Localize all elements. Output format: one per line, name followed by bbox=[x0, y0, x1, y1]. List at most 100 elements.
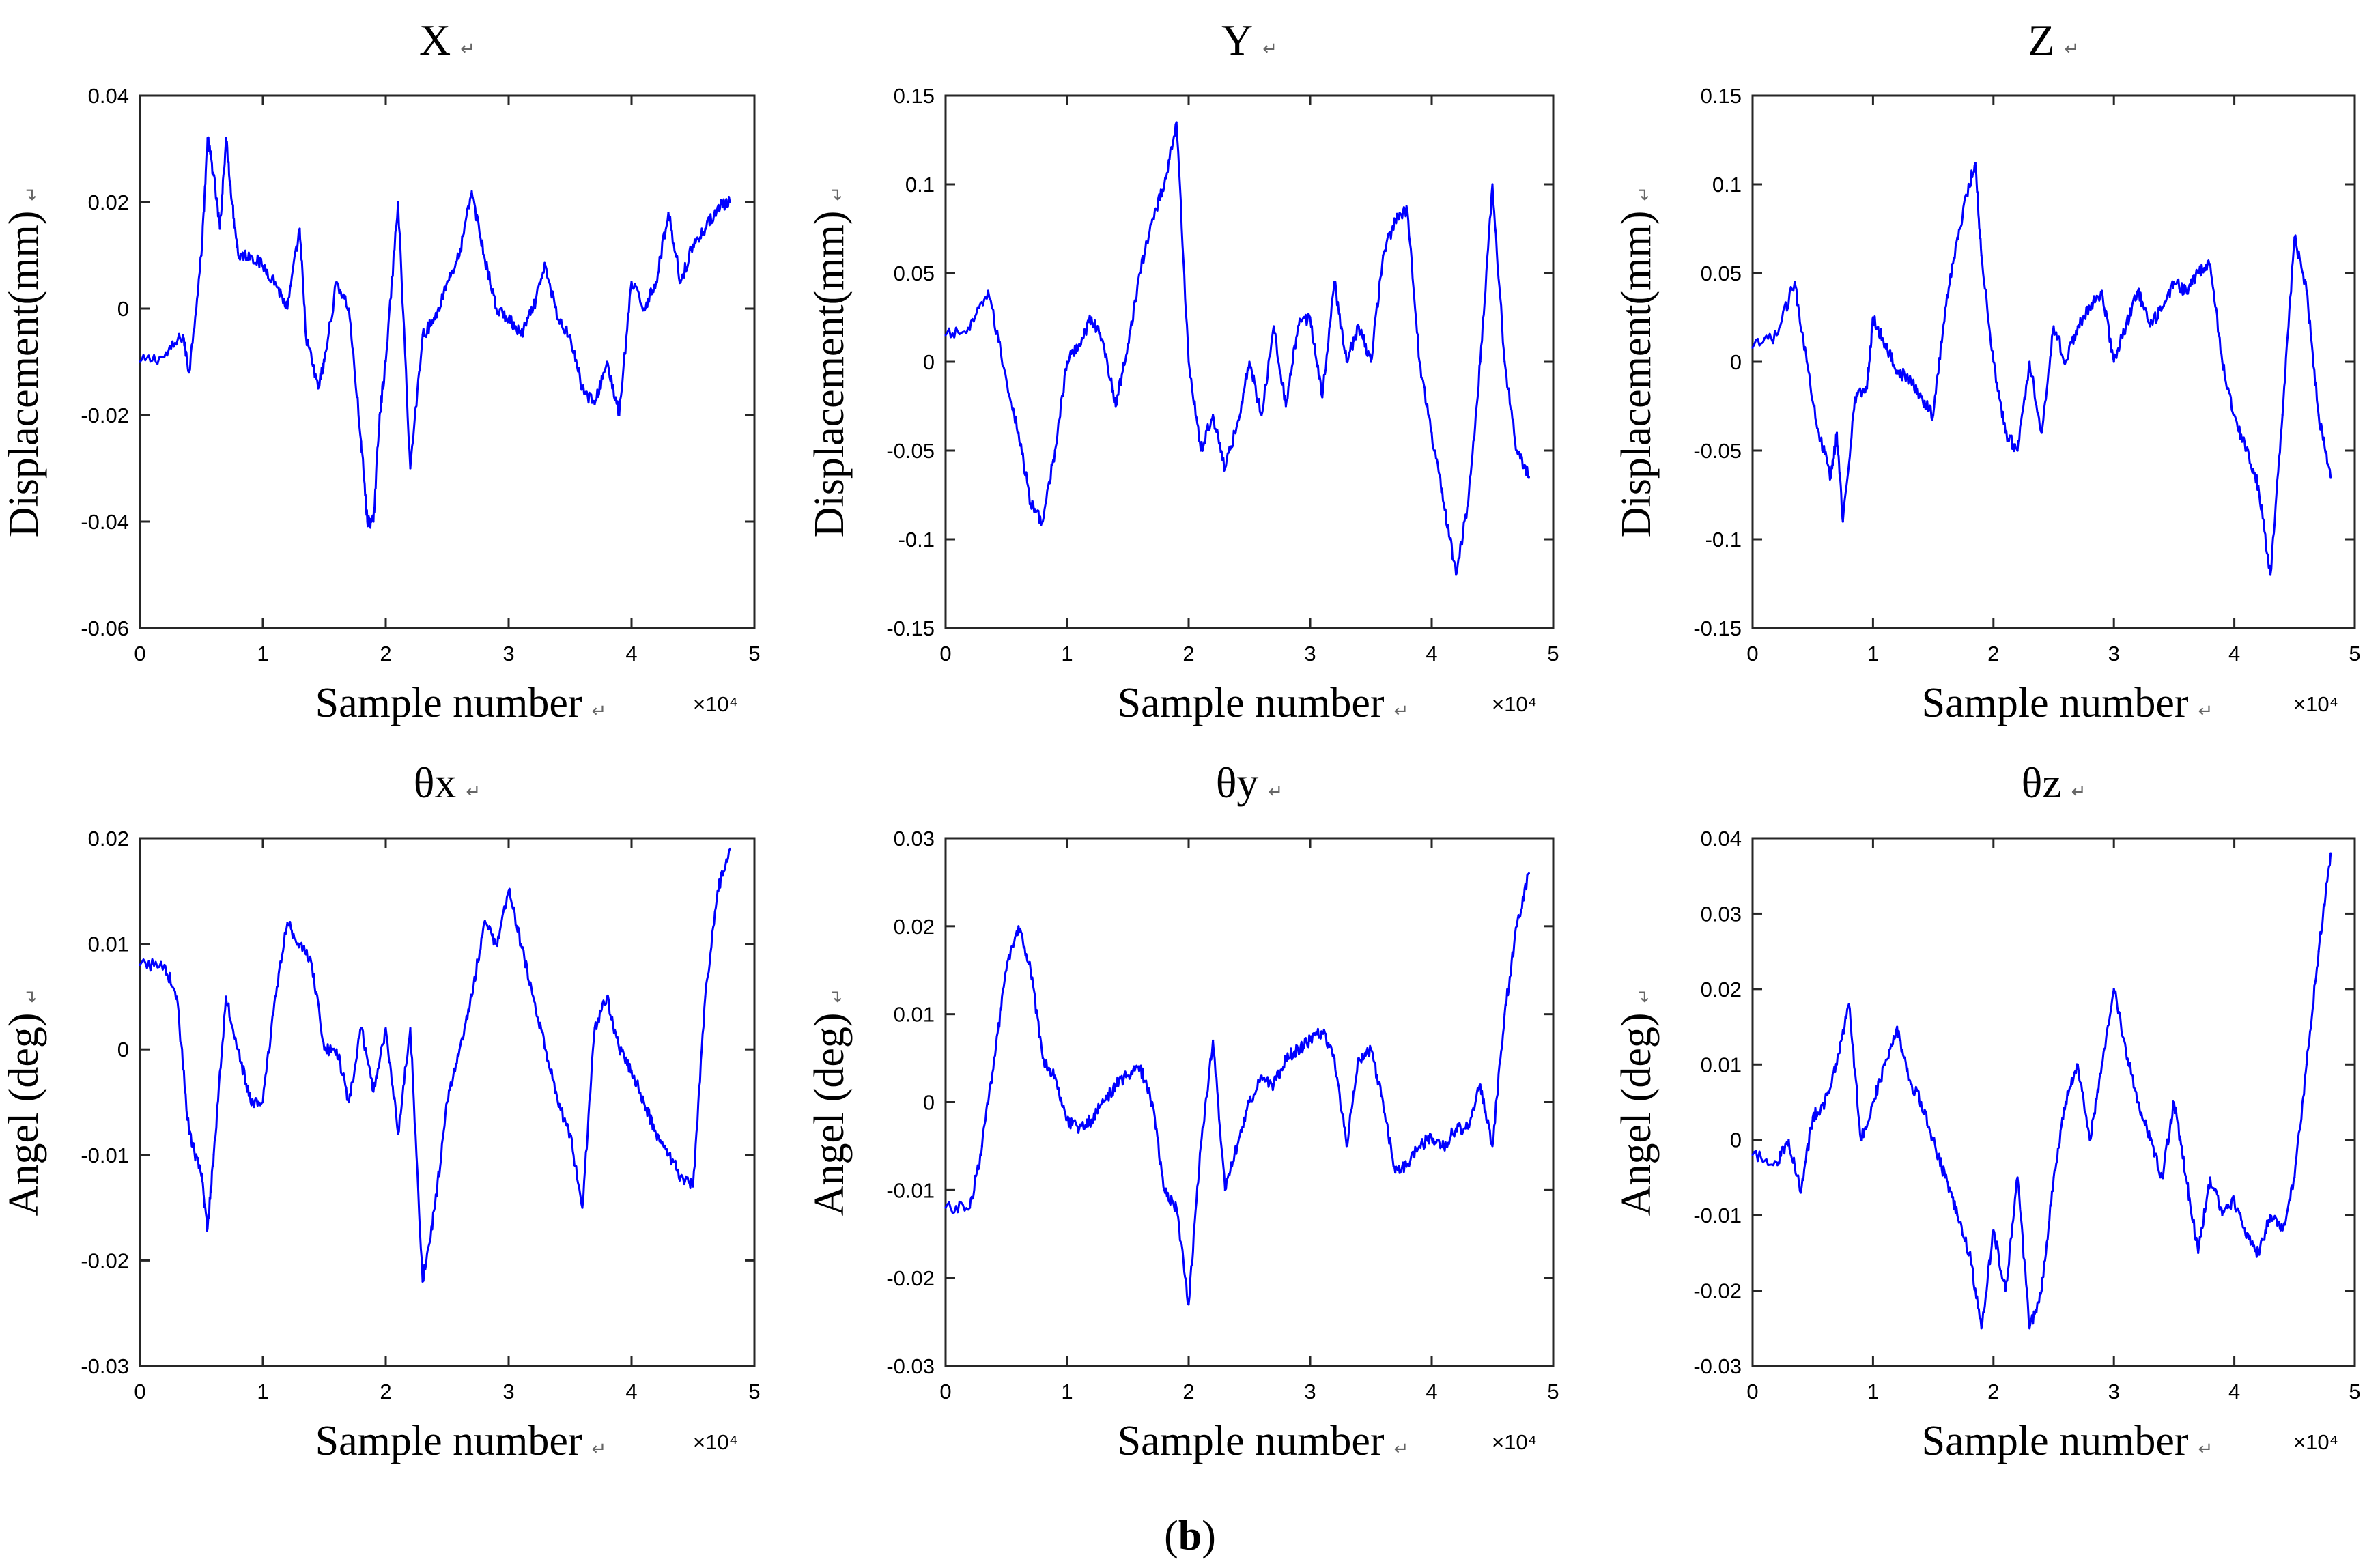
data-point bbox=[1968, 183, 1971, 186]
y-tick-label: -0.03 bbox=[1693, 1354, 1742, 1378]
data-point bbox=[2172, 1100, 2175, 1104]
data-point bbox=[1017, 925, 1020, 928]
data-point bbox=[1799, 1191, 1802, 1194]
data-point bbox=[1163, 1188, 1165, 1191]
x-tick-label: 4 bbox=[625, 1380, 637, 1404]
data-point bbox=[1516, 925, 1518, 928]
y-tick-label: 0 bbox=[1730, 1128, 1742, 1152]
data-point bbox=[655, 281, 657, 283]
data-point bbox=[618, 1048, 621, 1051]
data-point bbox=[1090, 316, 1093, 319]
data-point bbox=[642, 1100, 645, 1104]
data-point bbox=[1805, 360, 1808, 363]
chart-panel-3: 0 1 2 3 4 5 -0.15 -0.1 -0.05 0 0.05 0.1 0.15 Z ↵ Sample… bbox=[1613, 16, 2361, 726]
data-point bbox=[2317, 414, 2320, 416]
x-tick-label: 1 bbox=[1061, 1380, 1073, 1404]
chart-title: θz ↵ bbox=[2022, 758, 2086, 807]
data-point bbox=[1017, 431, 1020, 434]
series-line bbox=[139, 136, 731, 529]
x-axis-multiplier: ×10⁴ bbox=[2293, 692, 2338, 716]
data-point bbox=[1151, 1100, 1154, 1104]
x-axis-label: Sample number ↵ bbox=[1118, 1418, 1409, 1464]
chart-title: X ↵ bbox=[419, 16, 475, 64]
data-point bbox=[704, 995, 707, 998]
data-point bbox=[2076, 1063, 2079, 1066]
data-point bbox=[1920, 1100, 1923, 1104]
data-point bbox=[163, 963, 166, 967]
chart-panel-6: 0 1 2 3 4 5 -0.03 -0.02 -0.01 0 0.01 0.02 0.03 0.04 θz… bbox=[1613, 758, 2361, 1464]
data-point bbox=[1835, 1063, 1839, 1066]
data-point bbox=[200, 1175, 203, 1178]
data-point bbox=[581, 387, 584, 390]
data-point bbox=[544, 1048, 547, 1051]
y-tick-label: 0.05 bbox=[1701, 261, 1742, 285]
data-point bbox=[520, 334, 522, 337]
data-point bbox=[1491, 1145, 1494, 1148]
data-point bbox=[366, 520, 369, 523]
y-tick-label: 0.01 bbox=[88, 933, 129, 956]
x-tick-label: 5 bbox=[2349, 642, 2360, 666]
data-point bbox=[1455, 573, 1458, 576]
data-point bbox=[716, 206, 719, 209]
data-point bbox=[1127, 1074, 1129, 1077]
data-point bbox=[274, 281, 277, 283]
y-tick-label: -0.02 bbox=[81, 403, 129, 427]
y-tick-label: 0.02 bbox=[88, 190, 129, 214]
data-point bbox=[1260, 1074, 1263, 1077]
data-point bbox=[728, 847, 731, 851]
data-point bbox=[728, 201, 731, 203]
data-point bbox=[1824, 1100, 1826, 1104]
data-point bbox=[1956, 236, 1959, 239]
data-point bbox=[944, 334, 947, 337]
x-tick-label: 3 bbox=[502, 642, 514, 666]
data-point bbox=[1345, 1145, 1348, 1148]
data-point bbox=[2149, 325, 2151, 328]
data-point bbox=[2100, 289, 2103, 292]
data-point bbox=[470, 190, 473, 193]
data-point bbox=[2065, 360, 2067, 363]
data-point bbox=[1187, 360, 1190, 363]
y-tick-label: -0.06 bbox=[81, 616, 129, 640]
data-point bbox=[139, 360, 141, 363]
x-tick-label: 0 bbox=[1746, 1380, 1758, 1404]
data-point bbox=[2257, 1251, 2260, 1254]
data-point bbox=[1896, 1025, 1899, 1028]
data-point bbox=[2245, 1236, 2248, 1239]
x-axis-multiplier: ×10⁴ bbox=[2293, 1430, 2338, 1454]
data-point bbox=[1430, 1136, 1433, 1139]
data-point bbox=[1066, 1118, 1068, 1121]
y-tick-label: 0.02 bbox=[894, 915, 935, 939]
data-point bbox=[1896, 369, 1899, 372]
data-point bbox=[1443, 1145, 1445, 1148]
data-point bbox=[655, 1133, 657, 1135]
data-point bbox=[175, 995, 178, 998]
y-tick-label: 0.03 bbox=[894, 827, 935, 851]
data-point bbox=[2149, 1139, 2151, 1141]
y-axis-label: Angel (deg)↵ bbox=[1, 988, 47, 1216]
data-point bbox=[1114, 1083, 1117, 1086]
data-point bbox=[1865, 387, 1869, 390]
data-point bbox=[1041, 1057, 1044, 1059]
data-point bbox=[1284, 1057, 1287, 1059]
data-point bbox=[249, 254, 252, 257]
data-point bbox=[360, 440, 363, 443]
data-point bbox=[2065, 1100, 2067, 1104]
x-tick-label: 4 bbox=[2228, 1380, 2240, 1404]
data-point bbox=[434, 318, 436, 321]
data-point bbox=[409, 467, 412, 470]
y-tick-label: 0.02 bbox=[88, 827, 129, 851]
x-tick-label: 1 bbox=[1867, 1380, 1879, 1404]
chart-panel-1: 0 1 2 3 4 5 -0.06 -0.04 -0.02 0 0.02 0.04 X ↵ Sample n… bbox=[1, 16, 761, 726]
data-point bbox=[483, 922, 485, 924]
data-point bbox=[1284, 405, 1287, 408]
x-tick-label: 3 bbox=[2108, 642, 2120, 666]
data-point bbox=[384, 1027, 387, 1029]
x-tick-label: 1 bbox=[257, 642, 268, 666]
data-point bbox=[1817, 431, 1820, 434]
y-tick-label: -0.1 bbox=[1705, 528, 1742, 552]
data-point bbox=[1102, 1100, 1105, 1104]
data-point bbox=[679, 281, 682, 283]
data-point bbox=[249, 1100, 252, 1104]
data-point bbox=[2088, 307, 2091, 310]
data-point bbox=[261, 1100, 264, 1104]
